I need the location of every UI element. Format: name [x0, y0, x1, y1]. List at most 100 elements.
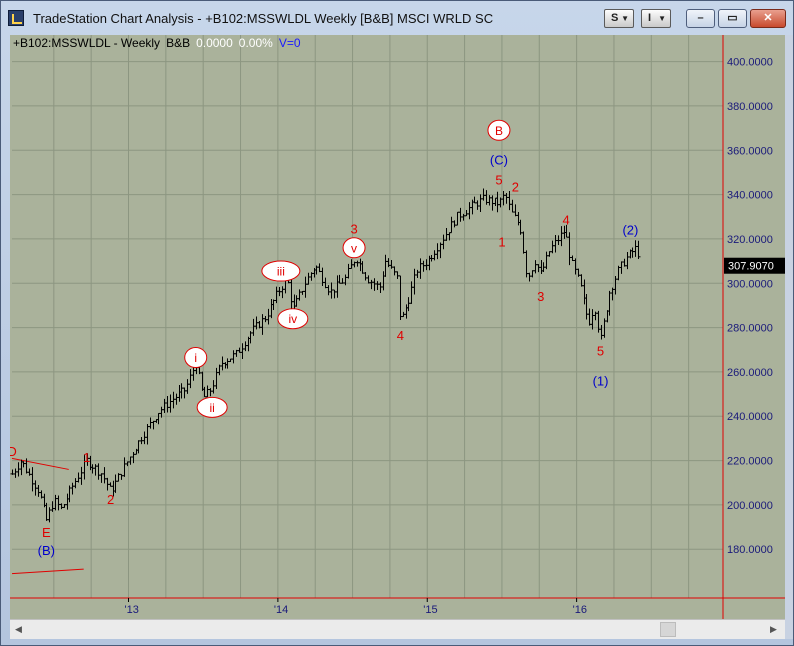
- ohlc-bar: [346, 263, 351, 279]
- chevron-down-icon: ▼: [658, 14, 666, 23]
- ohlc-bar: [372, 278, 377, 291]
- ohlc-bar: [65, 493, 70, 510]
- ohlc-bar: [102, 467, 107, 484]
- wave-label: (1): [593, 373, 609, 388]
- wave-label-circle: [261, 260, 301, 282]
- ohlc-bar: [636, 240, 641, 259]
- ohlc-bar: [418, 258, 423, 279]
- ohlc-bar: [378, 282, 383, 294]
- ohlc-bar: [142, 431, 147, 445]
- chart-area[interactable]: 180.0000 200.0000 220.0000 240.0000 260.0000…: [10, 35, 785, 639]
- wave-label: E: [42, 525, 51, 540]
- wave-label: 3: [350, 221, 357, 236]
- last-price-label: 307.9070: [728, 261, 774, 273]
- ohlc-bar: [358, 258, 363, 272]
- ohlc-bar: [231, 350, 236, 364]
- ohlc-bar: [36, 484, 41, 497]
- ohlc-bar: [559, 226, 564, 247]
- window-right-edge: [785, 35, 793, 639]
- ohlc-bar: [326, 285, 331, 296]
- tradestation-app-icon: [8, 10, 24, 26]
- ohlc-bar: [550, 240, 555, 254]
- time-tick-label: '16: [573, 604, 587, 616]
- price-tick-label: 180.0000: [727, 544, 773, 556]
- price-tick-label: 260.0000: [727, 367, 773, 379]
- ohlc-bar: [208, 388, 213, 397]
- restore-button[interactable]: ▭: [718, 9, 747, 28]
- ohlc-bar: [539, 259, 544, 274]
- time-axis-labels: '13 '14 '15 '16: [125, 598, 587, 616]
- ohlc-bar: [79, 466, 84, 485]
- price-chart[interactable]: 180.0000200.0000220.0000240.0000260.0000…: [10, 35, 785, 619]
- wave-label: ii: [209, 401, 214, 415]
- wave-label: iii: [277, 265, 285, 279]
- ohlc-bar: [335, 275, 340, 298]
- scroll-left-icon[interactable]: ◀: [15, 624, 22, 634]
- ohlc-bar: [56, 495, 61, 511]
- ohlc-bar: [432, 250, 437, 261]
- ohlc-bar: [587, 308, 592, 326]
- trendline: [11, 568, 84, 575]
- ohlc-bar: [294, 295, 299, 307]
- ohlc-bar: [260, 314, 265, 335]
- wave-label: D: [10, 444, 17, 459]
- wave-label: (2): [622, 223, 638, 238]
- ohlc-bar: [363, 271, 368, 281]
- ohlc-bar: [605, 310, 610, 323]
- price-tick-label: 300.0000: [727, 278, 773, 290]
- last-price-box: [724, 257, 785, 274]
- ohlc-bar: [205, 385, 210, 398]
- wave-label-circle: [277, 308, 309, 330]
- ohlc-bar: [584, 293, 589, 320]
- wave-label: 4: [397, 328, 404, 343]
- scroll-thumb[interactable]: [660, 622, 676, 637]
- price-value: 0.0000: [196, 36, 233, 50]
- minimize-button[interactable]: –: [686, 9, 715, 28]
- title-bar[interactable]: TradeStation Chart Analysis - +B102:MSSW…: [1, 1, 793, 35]
- ohlc-bar: [355, 260, 360, 267]
- time-tick-label: '14: [274, 604, 288, 616]
- trendline: [11, 457, 69, 470]
- ohlc-bar: [99, 473, 104, 483]
- indicator-dropdown-button[interactable]: I ▼: [641, 9, 671, 28]
- ohlc-bar: [200, 371, 205, 391]
- ohlc-bar: [266, 308, 271, 325]
- ohlc-bar: [412, 268, 417, 295]
- wave-label: (C): [490, 153, 508, 168]
- ohlc-bar: [148, 417, 153, 429]
- ohlc-bar: [289, 279, 294, 309]
- ohlc-bar: [131, 452, 136, 464]
- price-tick-label: 360.0000: [727, 145, 773, 157]
- ohlc-bar: [119, 473, 124, 480]
- ohlc-bar: [544, 251, 549, 270]
- ohlc-bar: [13, 468, 18, 478]
- style-button-label: S: [611, 12, 619, 24]
- wave-label: i: [194, 351, 197, 365]
- wave-label: 3: [537, 289, 544, 304]
- ohlc-bar: [516, 211, 521, 226]
- horizontal-scrollbar[interactable]: ◀ ▶: [10, 619, 785, 639]
- style-dropdown-button[interactable]: S ▼: [604, 9, 634, 28]
- time-tick-label: '13: [125, 604, 139, 616]
- wave-label: 5: [597, 343, 604, 358]
- ohlc-bar: [337, 274, 342, 284]
- wave-label: 1: [498, 235, 505, 250]
- ohlc-bar: [211, 380, 216, 394]
- ohlc-bar: [329, 282, 334, 299]
- close-button[interactable]: ✕: [750, 9, 786, 28]
- ohlc-bar: [590, 309, 595, 330]
- ohlc-bar: [630, 247, 635, 258]
- wave-label-circle: [184, 347, 208, 369]
- scroll-right-icon[interactable]: ▶: [770, 624, 777, 634]
- ohlc-bar: [297, 289, 302, 301]
- price-tick-label: 400.0000: [727, 57, 773, 69]
- ohlc-bar: [521, 231, 526, 254]
- ohlc-bar: [280, 286, 285, 299]
- ohlc-bar: [369, 279, 374, 290]
- ohlc-bar: [464, 210, 469, 217]
- ohlc-bar: [179, 383, 184, 399]
- ohlc-bar: [292, 294, 297, 310]
- price-tick-label: 320.0000: [727, 234, 773, 246]
